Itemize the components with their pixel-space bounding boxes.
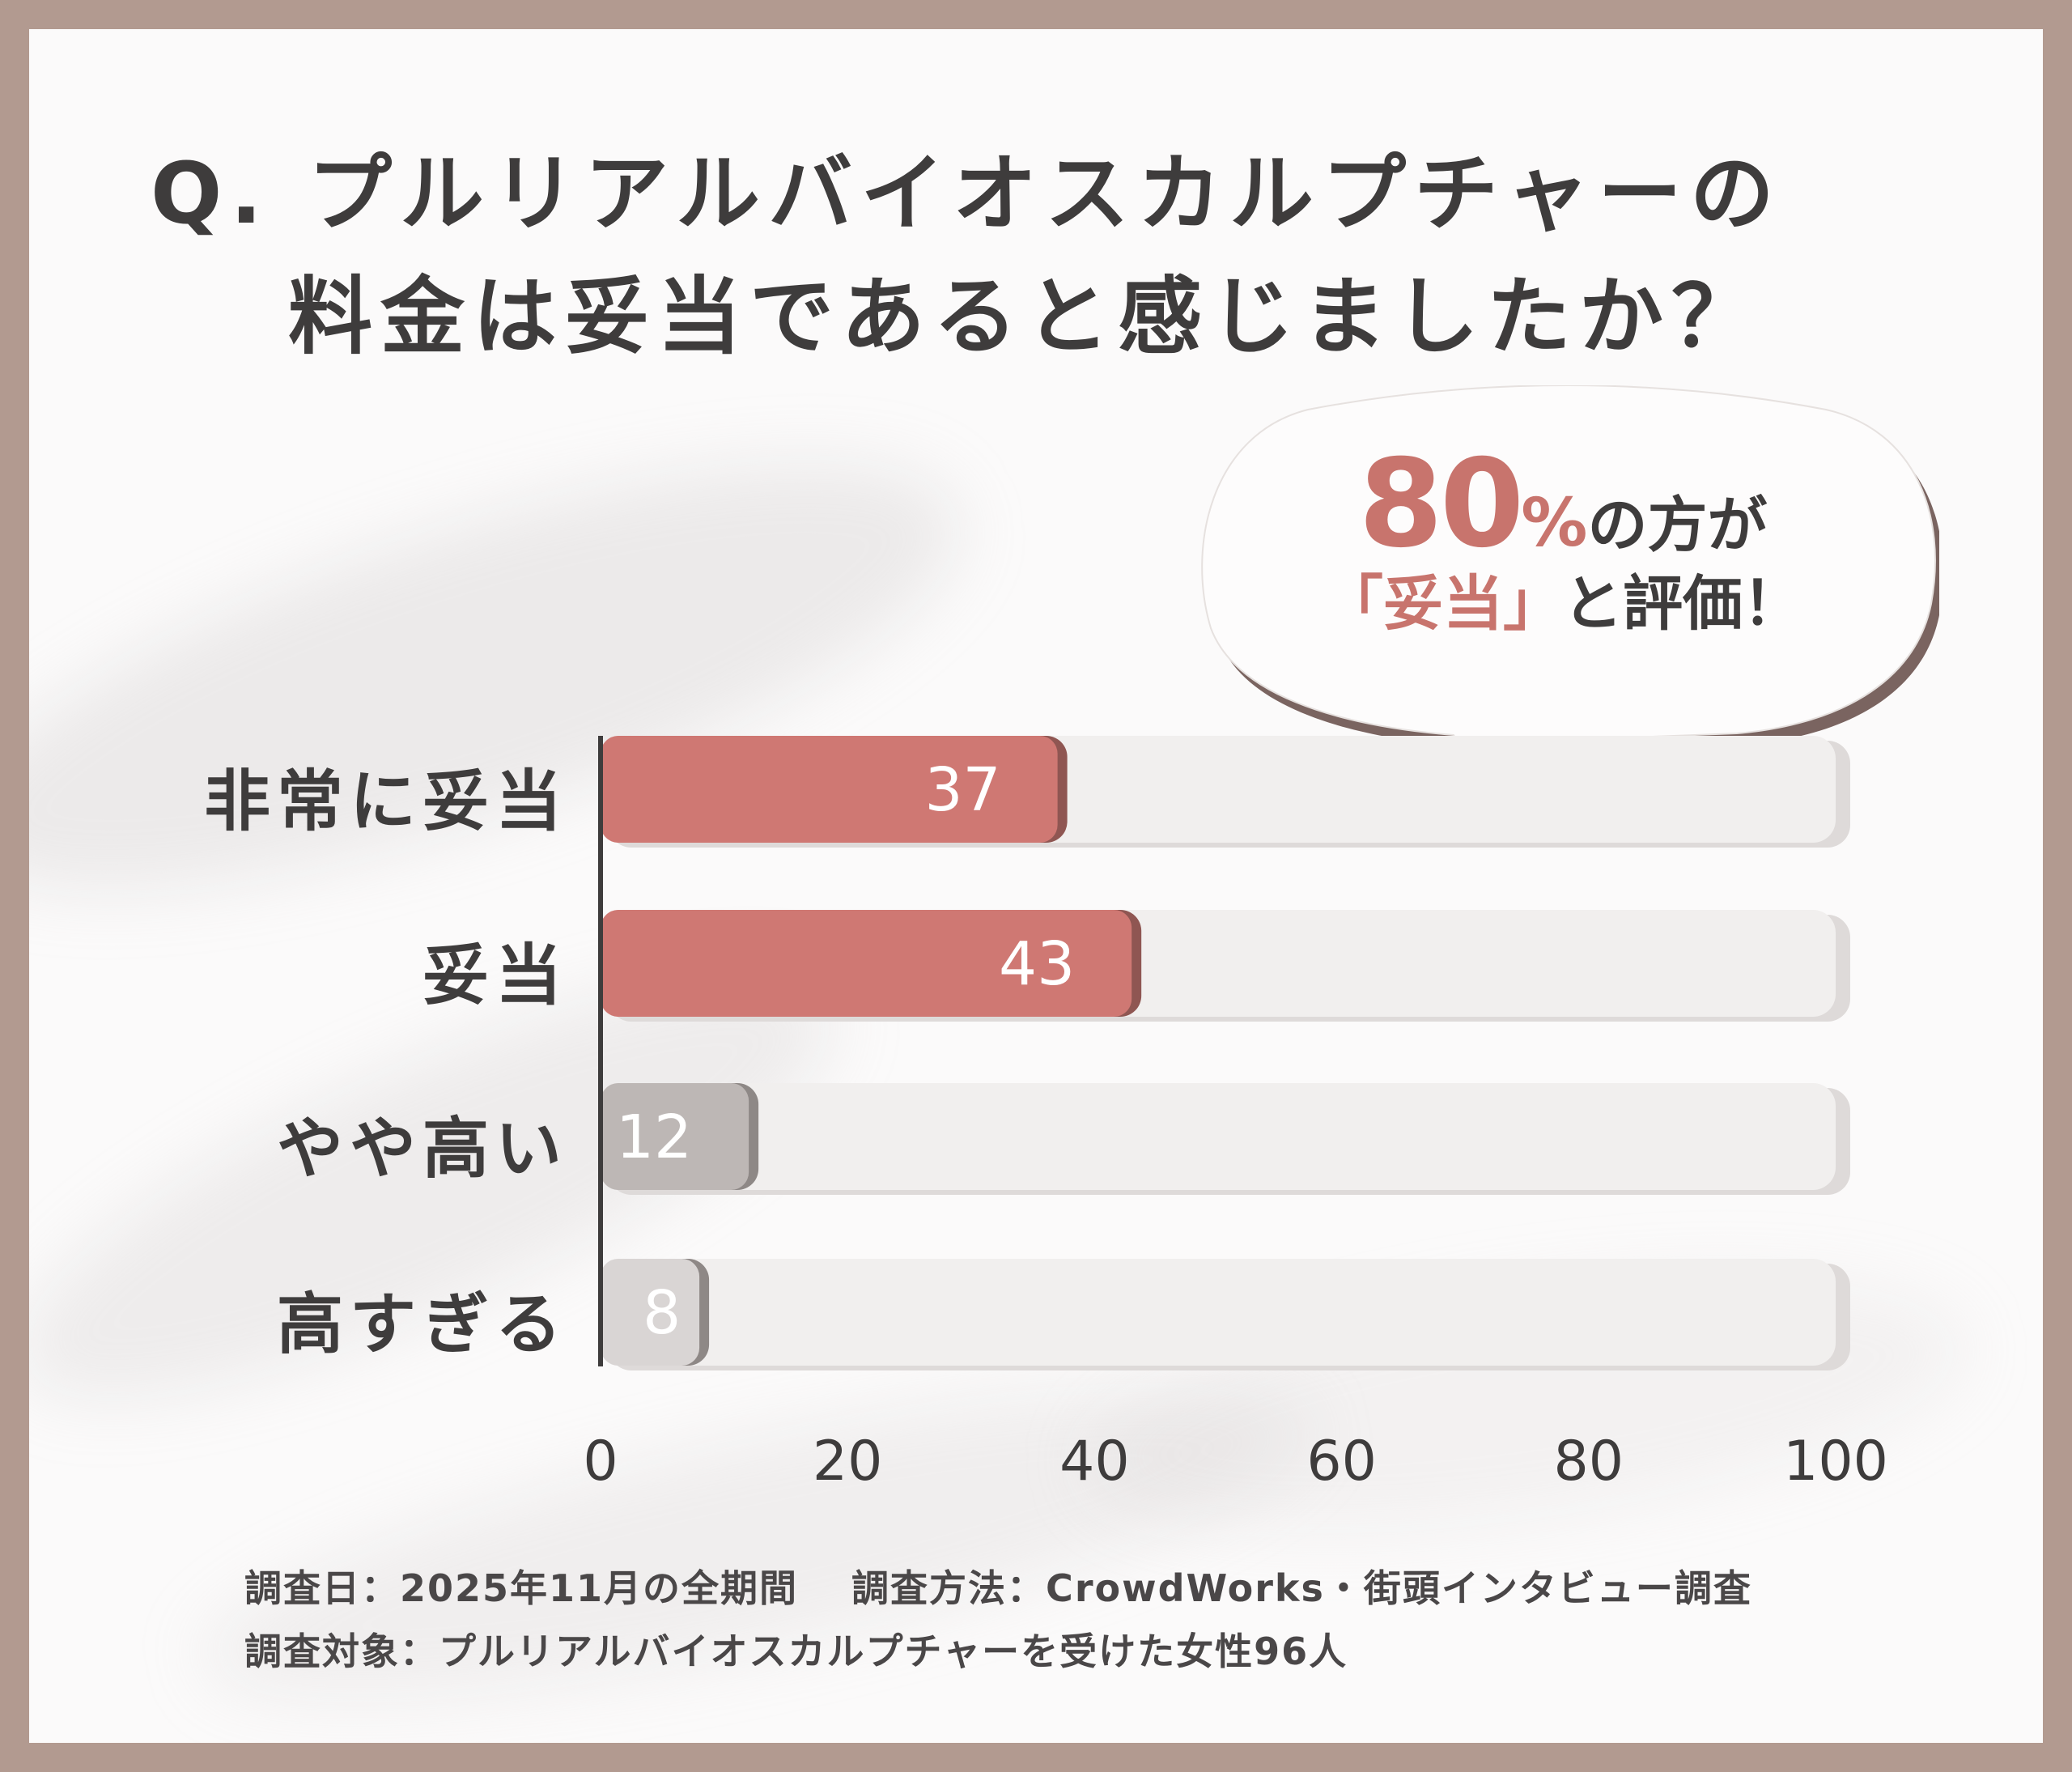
callout-percent-sign: % <box>1521 485 1588 562</box>
x-tick-label: 40 <box>1059 1430 1130 1494</box>
callout-quote-open: 「 <box>1323 569 1383 639</box>
question-title-line-1: Q. プルリアルバイオスカルプチャーの <box>151 144 1783 243</box>
bar-value-label: 8 <box>643 1278 681 1348</box>
question-title-line-2: 料金は妥当であると感じましたか？ <box>288 267 1764 366</box>
category-label: 非常に妥当 <box>203 763 568 840</box>
callout-quote-word: 妥当 <box>1383 569 1503 639</box>
bar-非常に妥当 <box>601 736 1058 843</box>
bar-track <box>601 1259 1836 1366</box>
callout-bubble: 80%の方が 「妥当」と評価！ <box>1187 385 1939 827</box>
infographic-card: Q. プルリアルバイオスカルプチャーの 料金は妥当であると感じましたか？ 80%… <box>29 29 2043 1743</box>
bar-value-label: 43 <box>999 929 1075 999</box>
survey-info-line-2: 調査対象：プルリアルバイオスカルプチャーを受けた女性96人 <box>244 1630 1348 1673</box>
callout-percent-number: 80 <box>1358 434 1525 575</box>
bar-value-label: 12 <box>616 1103 692 1172</box>
callout-quote-close: 」 <box>1503 569 1563 639</box>
x-tick-label: 0 <box>583 1430 618 1494</box>
bar-妥当 <box>601 910 1132 1017</box>
speech-bubble-shape <box>1201 385 1939 793</box>
category-label: 高すぎる <box>276 1286 568 1363</box>
survey-info-line-1: 調査日：2025年11月の全期間 調査方法：CrowdWorks・街頭インタビュ… <box>244 1566 1752 1610</box>
x-tick-label: 60 <box>1306 1430 1377 1494</box>
category-label: 妥当 <box>422 937 568 1014</box>
callout-line-2-suffix: と評価！ <box>1563 569 1802 639</box>
callout-line-1: 80%の方が <box>1187 434 1939 575</box>
category-label: やや高い <box>276 1111 568 1188</box>
bar-track <box>601 1083 1836 1190</box>
bar-やや高い <box>601 1083 749 1190</box>
x-tick-label: 100 <box>1783 1430 1888 1494</box>
x-tick-label: 80 <box>1553 1430 1624 1494</box>
callout-line-1-suffix: の方が <box>1587 491 1768 560</box>
callout-line-2: 「妥当」と評価！ <box>1187 555 1939 642</box>
bar-chart: 37 43 12 8 <box>598 736 1850 1370</box>
bar-value-label: 37 <box>924 755 1000 825</box>
x-tick-label: 20 <box>812 1430 883 1494</box>
bar-高すぎる <box>601 1259 700 1366</box>
